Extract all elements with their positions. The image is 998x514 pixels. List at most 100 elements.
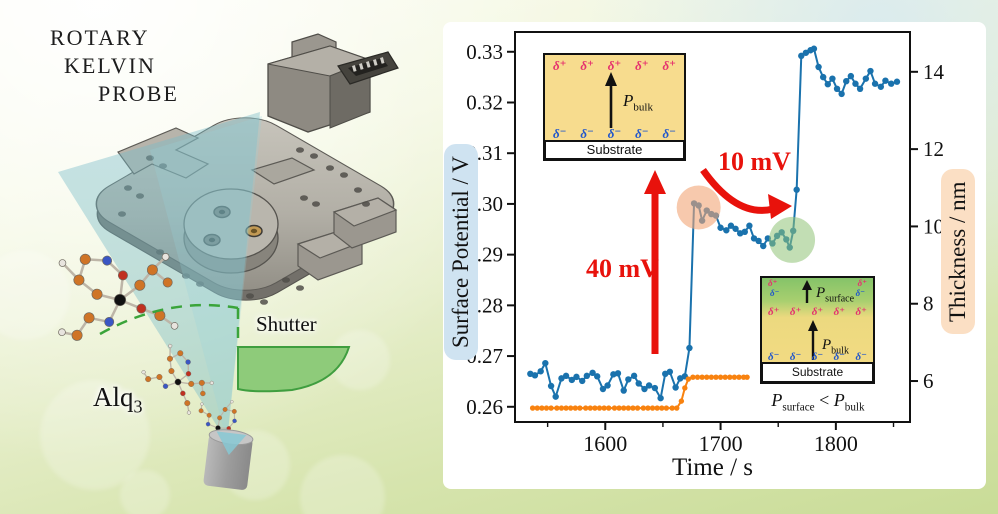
surface-polarization-arrow	[802, 280, 812, 303]
inset2-positive-row: δ⁺ δ⁺ δ⁺ δ⁺ δ⁺	[768, 307, 867, 318]
charge-symbol: δ⁻	[553, 126, 567, 141]
data-point	[634, 405, 641, 411]
vapor-cone	[58, 112, 262, 442]
substrate-label: Substrate	[761, 362, 874, 383]
charge-symbol: δ⁺	[855, 306, 867, 318]
molecule-label: Alq3	[93, 382, 143, 417]
charge-symbol: δ⁺	[635, 58, 649, 73]
arrow-40mv-head	[644, 170, 666, 194]
data-point	[599, 385, 607, 393]
data-point	[793, 186, 800, 193]
charge-symbol: δ⁻	[607, 126, 622, 141]
plate-hole	[300, 195, 308, 201]
data-point	[833, 85, 841, 93]
data-point	[877, 83, 885, 90]
data-point	[666, 368, 674, 375]
data-point	[685, 376, 691, 382]
data-point	[635, 380, 642, 387]
arrow-10mv-head	[768, 194, 792, 219]
x-tick-label: 1800	[814, 431, 858, 456]
data-point	[744, 374, 750, 380]
charge-symbol: δ⁺	[768, 306, 780, 318]
charge-symbol: δ⁻	[662, 126, 676, 141]
data-point	[694, 374, 701, 380]
plate-hole	[118, 211, 126, 217]
data-point	[699, 374, 705, 380]
charge-symbol: δ⁺	[811, 306, 824, 318]
data-point	[568, 376, 576, 384]
data-point	[659, 405, 665, 411]
plate-hole	[146, 155, 154, 161]
data-point	[867, 67, 874, 75]
motor-connector	[337, 51, 399, 85]
y-right-tick-label: 10	[923, 214, 944, 238]
probe-motor	[267, 33, 399, 133]
surface-charge: δ⁻	[770, 288, 780, 298]
data-point	[572, 405, 578, 411]
data-point	[554, 405, 560, 411]
p-bulk-label: Pbulk	[623, 91, 653, 114]
shutter-path-dashed	[99, 303, 240, 347]
data-point	[713, 374, 719, 380]
data-point	[630, 405, 636, 411]
plate-hole	[326, 165, 334, 171]
data-point	[798, 52, 805, 60]
data-point	[824, 81, 831, 88]
plate-hole	[182, 273, 190, 279]
data-point	[746, 222, 753, 229]
data-point	[582, 405, 589, 411]
bokeh-circle	[300, 455, 385, 514]
data-point	[614, 370, 622, 377]
data-point	[736, 374, 742, 380]
data-point	[630, 372, 638, 380]
y-right-tick-label: 14	[923, 60, 945, 84]
plate-hole	[196, 281, 204, 287]
data-point	[815, 63, 822, 71]
data-point	[717, 224, 724, 231]
data-point	[843, 77, 850, 85]
surface-charge: δ⁻	[855, 288, 865, 298]
data-point	[606, 405, 612, 411]
chart-svg: 1600 1700 18000.260.270.280.290.300.310.32…	[466, 31, 945, 456]
data-point	[819, 73, 827, 81]
highlight-first-jump	[676, 185, 721, 230]
data-point	[871, 80, 879, 87]
probe-title: ROTARY KELVIN PROBE	[50, 24, 179, 108]
data-point	[682, 385, 688, 391]
shutter-label: Shutter	[256, 312, 317, 336]
y-left-tick-label: 0.26	[466, 395, 503, 419]
plate-hole	[124, 185, 132, 191]
p-bulk-label: Pbulk	[822, 337, 849, 357]
data-point	[727, 222, 735, 229]
annotation-10mv: 10 mV	[718, 147, 791, 176]
data-point	[810, 45, 818, 52]
data-point	[548, 405, 554, 411]
data-point	[620, 387, 627, 394]
data-point	[592, 405, 598, 411]
data-point	[601, 405, 607, 411]
data-point	[577, 405, 583, 411]
plate-hole	[296, 147, 304, 153]
data-point	[717, 374, 724, 380]
y-right-tick-label: 8	[923, 292, 934, 316]
data-point	[847, 72, 855, 80]
chart-panel: 1600 1700 1800 0.26 0.27 0.28 0.29 0.30 0.31 0.32…	[443, 22, 986, 489]
charge-symbol: δ⁺	[789, 306, 802, 318]
inset1-positive-row: δ⁺ δ⁺ δ⁺ δ⁺ δ⁺	[553, 59, 676, 72]
data-point	[604, 382, 611, 389]
charge-symbol: δ⁺	[607, 58, 622, 73]
bulk-polarization-arrow	[605, 72, 617, 128]
data-point	[704, 374, 710, 380]
molecule	[141, 343, 214, 415]
plate-hole	[296, 285, 304, 291]
data-point	[645, 405, 651, 411]
plate-hole	[362, 201, 370, 207]
surface-charge: δ⁺	[857, 278, 867, 288]
data-point	[534, 405, 540, 411]
apparatus-drawing	[58, 33, 399, 490]
data-point	[640, 405, 647, 411]
data-point	[893, 78, 901, 85]
charge-symbol: δ⁻	[811, 351, 824, 363]
polarization-inequality: Psurface < Pbulk	[771, 390, 865, 414]
